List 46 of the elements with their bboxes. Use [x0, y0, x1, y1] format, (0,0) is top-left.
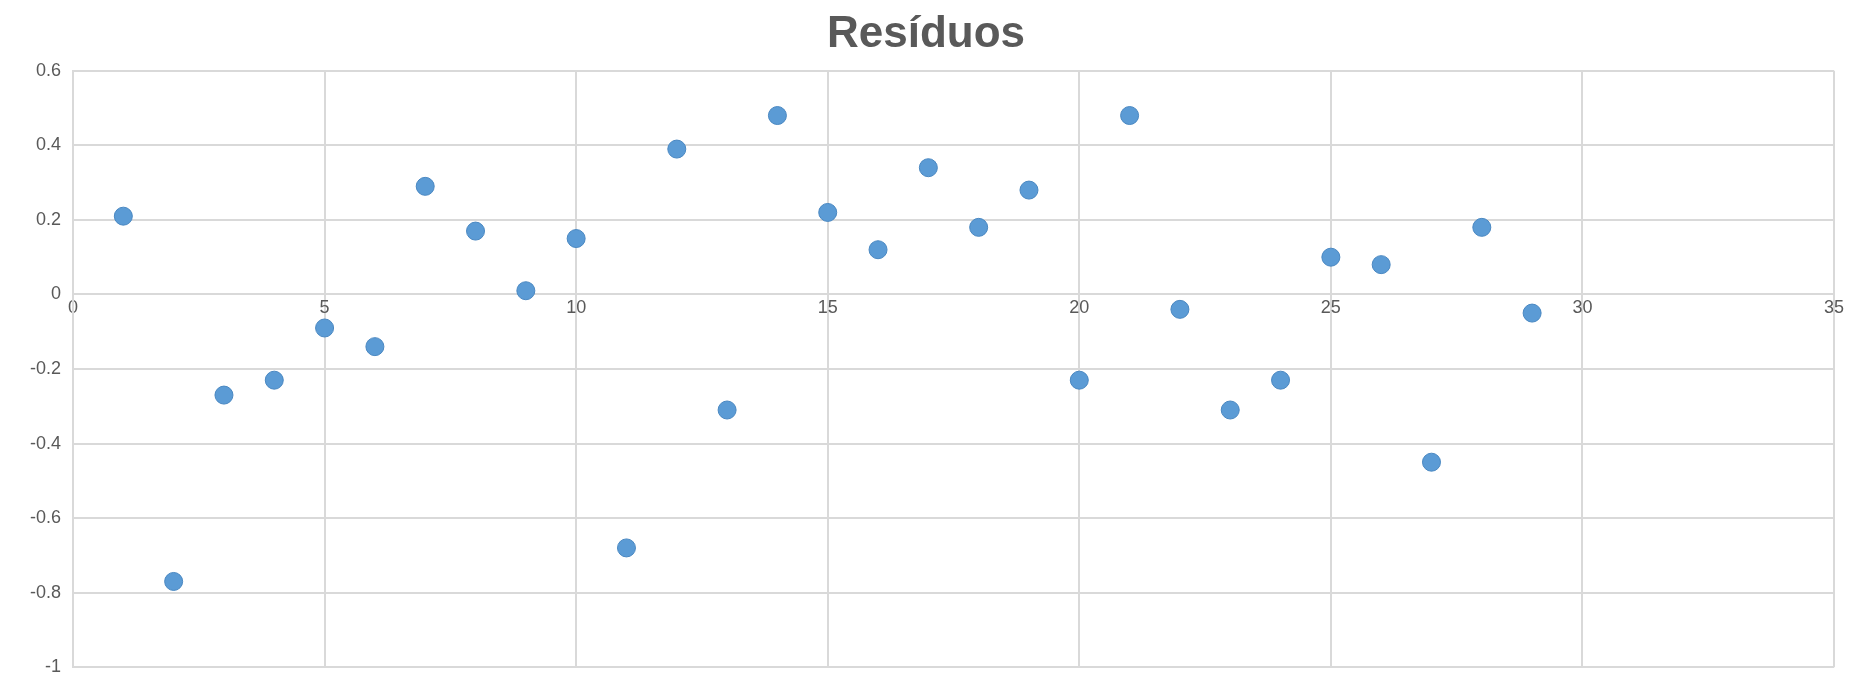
point — [214, 385, 234, 405]
x-tick-label: 10 — [566, 297, 587, 318]
point — [1522, 303, 1542, 323]
y-tick-label: 0.6 — [35, 59, 62, 80]
y-tick-label: -1 — [45, 656, 62, 677]
x-tick-label: 15 — [817, 297, 838, 318]
point — [415, 176, 435, 196]
point — [1170, 299, 1190, 319]
y-tick-label: 0.2 — [35, 208, 62, 229]
point — [1220, 400, 1240, 420]
y-tick-label: -0.4 — [29, 432, 62, 453]
point — [365, 337, 385, 357]
point — [969, 217, 989, 237]
x-tick-label: 25 — [1320, 297, 1341, 318]
y-tick-label: 0 — [51, 283, 62, 304]
point — [1472, 217, 1492, 237]
point — [767, 106, 787, 126]
point — [616, 538, 636, 558]
point — [1371, 255, 1391, 275]
x-tick-label: 5 — [319, 297, 330, 318]
point — [516, 281, 536, 301]
point — [818, 202, 838, 222]
point — [566, 229, 586, 249]
point — [1321, 247, 1341, 267]
point — [264, 370, 284, 390]
point — [918, 158, 938, 178]
point — [315, 318, 335, 338]
point — [868, 240, 888, 260]
y-tick-label: -0.2 — [29, 357, 62, 378]
chart-title: Resíduos — [826, 6, 1026, 56]
x-tick-label: 20 — [1069, 297, 1090, 318]
x-tick-label: 35 — [1823, 297, 1845, 318]
point — [1120, 106, 1140, 126]
y-tick-label: 0.4 — [35, 134, 62, 155]
point — [1421, 452, 1441, 472]
point — [113, 206, 133, 226]
point — [1271, 370, 1291, 390]
point — [667, 139, 687, 159]
y-tick-label: -0.6 — [29, 507, 62, 528]
point — [466, 221, 486, 241]
y-tick-label: -0.8 — [29, 581, 62, 602]
point — [164, 571, 184, 591]
point — [1069, 370, 1089, 390]
point — [1019, 180, 1039, 200]
x-tick-label: 30 — [1572, 297, 1593, 318]
point — [717, 400, 737, 420]
